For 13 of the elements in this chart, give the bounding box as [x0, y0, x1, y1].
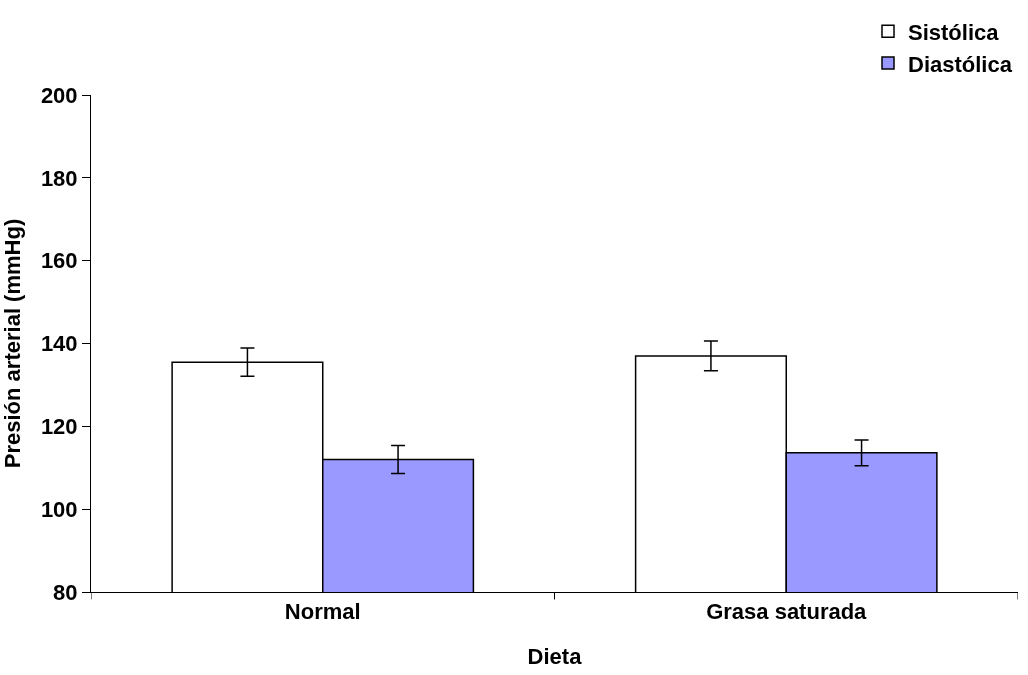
y-tick-label: 100	[40, 496, 78, 522]
y-tick-label: 180	[40, 165, 78, 191]
x-axis-title: Dieta	[527, 644, 583, 670]
y-tick-label: 160	[40, 248, 78, 274]
legend-label: Sistólica	[908, 19, 1000, 45]
x-tick-label: Grasa saturada	[706, 599, 868, 625]
y-tick-label: 120	[40, 414, 78, 440]
x-tick-label: Normal	[284, 599, 361, 625]
y-tick-label: 200	[40, 82, 78, 108]
y-axis-title: Presión arterial (mmHg)	[0, 218, 25, 469]
y-tick-label: 80	[53, 579, 78, 605]
y-tick-label: 140	[40, 331, 78, 357]
legend-label: Diastólica	[908, 51, 1013, 77]
